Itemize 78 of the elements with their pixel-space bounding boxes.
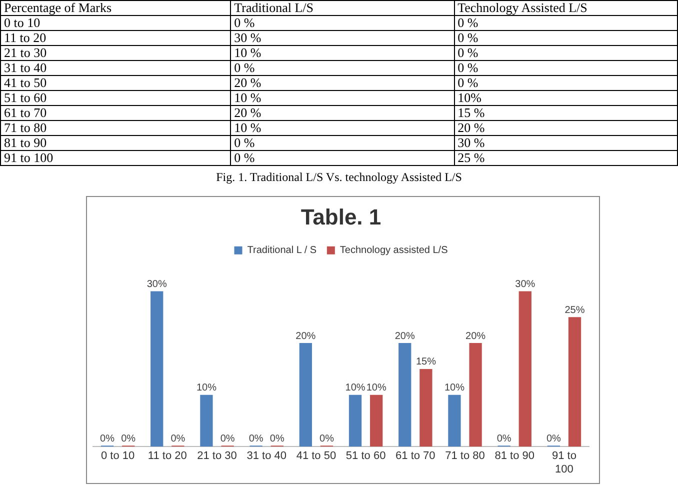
- data-label: 10%: [444, 382, 465, 394]
- data-label: 10%: [366, 382, 386, 394]
- x-tick-label: 0 to 10: [100, 450, 135, 462]
- data-label: 20%: [466, 330, 486, 342]
- text: 0 %: [230, 60, 454, 76]
- text: 0 %: [454, 30, 678, 46]
- data-label: 15%: [416, 356, 436, 368]
- bar: [448, 394, 461, 447]
- text: 20 %: [230, 105, 454, 120]
- text: 20 %: [230, 75, 454, 90]
- text: 41 to 50: [0, 75, 231, 90]
- x-tick-label: 31 to 40: [246, 450, 286, 462]
- text: 61 to 70: [0, 105, 231, 120]
- data-label: 30%: [515, 279, 536, 290]
- data-label: 25%: [564, 304, 585, 316]
- bar: [469, 343, 482, 447]
- data-label: 0%: [220, 433, 235, 444]
- text: Traditional L/S: [230, 0, 454, 16]
- data-label: 20%: [394, 330, 415, 342]
- text: 20 %: [454, 120, 678, 136]
- text: 0 %: [454, 75, 678, 90]
- bar: [568, 317, 582, 447]
- x-tick-label: 41 to 50: [296, 450, 336, 462]
- text: 15 %: [454, 105, 678, 120]
- caption: Fig. 1. Traditional L/S Vs. technology Assisted L/S: [215, 170, 463, 185]
- text: Percentage of Marks: [0, 0, 231, 16]
- data-label: 30%: [146, 279, 167, 290]
- text: 25 %: [454, 150, 678, 166]
- data-label: 0%: [100, 433, 115, 444]
- legend-label: Technology assisted L/S: [340, 245, 448, 256]
- data-label: 0%: [170, 433, 186, 444]
- text: 10 %: [230, 90, 454, 106]
- bar: [398, 343, 412, 447]
- x-tick-label: 61 to 70: [396, 450, 436, 462]
- x-tick-label: 11 to 20: [148, 450, 187, 462]
- data-label: 0%: [320, 433, 334, 444]
- bar: [518, 291, 532, 447]
- text: 91 to 100: [0, 150, 231, 166]
- text: 51 to 60: [0, 90, 231, 106]
- legend-label: Traditional L / S: [247, 245, 317, 256]
- text: 10%: [454, 90, 678, 106]
- data-label: 20%: [296, 330, 316, 342]
- text: 30 %: [230, 30, 454, 46]
- text: 0 %: [454, 45, 678, 60]
- x-tick-label: 51 to 60: [346, 450, 386, 462]
- x-tick-label: 81 to 90: [494, 450, 534, 462]
- text: 31 to 40: [0, 60, 231, 76]
- data-label: 0%: [121, 433, 136, 444]
- text: 0 %: [230, 15, 454, 30]
- text: 0 %: [454, 15, 678, 30]
- data-label: 0%: [248, 433, 264, 444]
- text: 0 %: [230, 135, 454, 150]
- text: 10 %: [230, 120, 454, 136]
- x-tick-label: 91 to 100: [552, 450, 576, 476]
- data-label: 0%: [270, 433, 284, 444]
- text: 0 to 10: [0, 15, 231, 30]
- data-label: 10%: [196, 382, 217, 394]
- data-label: 0%: [496, 433, 512, 444]
- text: 71 to 80: [0, 120, 231, 136]
- bar: [200, 394, 213, 447]
- bar: [150, 291, 164, 447]
- text: 11 to 20: [0, 30, 231, 46]
- bar: [348, 394, 362, 447]
- data-label: 0%: [546, 433, 561, 444]
- text: 81 to 90: [0, 135, 231, 150]
- text: 21 to 30: [0, 45, 231, 60]
- x-tick-label: 71 to 80: [445, 450, 485, 462]
- text: 10 %: [230, 45, 454, 60]
- bar: [299, 343, 312, 447]
- text: 0 %: [230, 150, 454, 166]
- x-tick-label: 21 to 30: [197, 450, 237, 462]
- text: Technology Assisted L/S: [454, 0, 678, 16]
- chart-title: Table. 1: [300, 204, 382, 230]
- bar: [420, 368, 432, 447]
- data-label: 10%: [345, 382, 366, 394]
- bar: [370, 394, 383, 447]
- text: 30 %: [454, 135, 678, 150]
- text: 0 %: [454, 60, 678, 76]
